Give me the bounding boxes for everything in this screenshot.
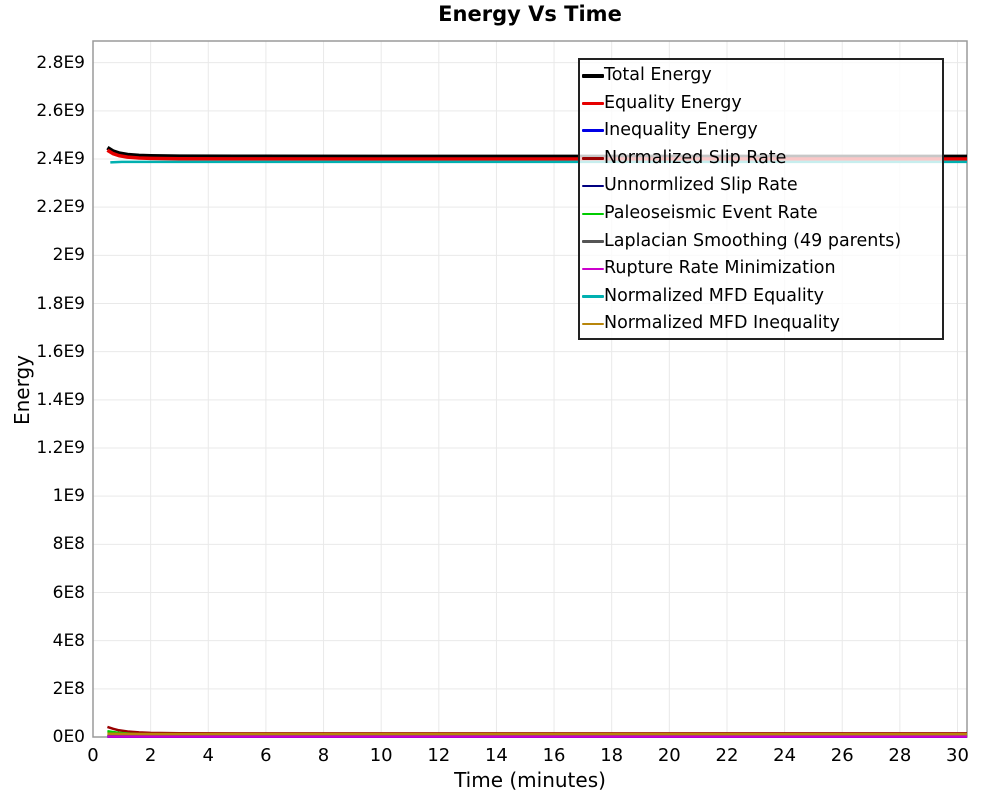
series-line — [107, 725, 967, 735]
legend-swatch — [582, 184, 604, 188]
legend-label: Normalized MFD Inequality — [604, 313, 840, 334]
x-tick-label: 0 — [87, 745, 99, 766]
legend-label: Equality Energy — [604, 92, 742, 113]
y-tick-label: 1.8E9 — [36, 293, 85, 314]
legend-item: Laplacian Smoothing (49 parents) — [582, 228, 942, 256]
legend-label: Rupture Rate Minimization — [604, 258, 836, 279]
y-tick-label: 2.6E9 — [36, 100, 85, 121]
x-tick-label: 28 — [888, 745, 912, 766]
x-tick-label: 4 — [202, 745, 214, 766]
y-tick-label: 1.6E9 — [36, 341, 85, 362]
series-line — [106, 146, 967, 159]
legend-item: Unnormlized Slip Rate — [582, 172, 942, 200]
x-tick-label: 6 — [260, 745, 272, 766]
series-line — [106, 148, 967, 161]
x-tick-label: 26 — [830, 745, 854, 766]
y-tick-label: 1.4E9 — [36, 389, 85, 410]
legend-label: Unnormlized Slip Rate — [604, 175, 798, 196]
x-tick-label: 20 — [657, 745, 681, 766]
x-tick-label: 8 — [317, 745, 330, 766]
legend-swatch — [582, 322, 604, 326]
legend-swatch — [582, 157, 604, 160]
legend-swatch — [582, 267, 604, 271]
legend-swatch — [582, 129, 604, 133]
x-tick-label: 18 — [600, 745, 624, 766]
legend-box: Total Energy Equality Energy Inequality En… — [578, 58, 944, 340]
legend-item: Inequality Energy — [582, 117, 942, 145]
x-tick-label: 14 — [484, 745, 508, 766]
legend-swatch — [582, 73, 604, 78]
x-axis-title: Time (minutes) — [454, 768, 606, 792]
legend-label: Total Energy — [604, 65, 712, 86]
y-tick-label: 1.2E9 — [36, 438, 85, 458]
y-tick-label: 8E8 — [52, 534, 85, 555]
y-tick-label: 2.4E9 — [36, 149, 85, 169]
y-tick-label: 6E8 — [52, 582, 85, 603]
legend-label: Laplacian Smoothing (49 parents) — [604, 230, 902, 251]
legend-label: Normalized MFD Equality — [604, 285, 824, 306]
legend-label: Normalized Slip Rate — [604, 147, 787, 168]
legend-swatch — [582, 101, 604, 106]
legend-item: Normalized MFD Inequality — [582, 310, 942, 338]
legend-swatch — [582, 240, 604, 243]
y-tick-label: 2.2E9 — [36, 197, 85, 218]
x-tick-label: 2 — [144, 745, 157, 766]
legend-swatch — [582, 212, 604, 216]
x-tick-label: 12 — [427, 745, 451, 766]
y-tick-label: 2E8 — [52, 678, 85, 699]
legend-item: Normalized MFD Equality — [582, 283, 942, 311]
chart-title: Energy Vs Time — [438, 2, 622, 26]
x-tick-label: 16 — [542, 745, 566, 766]
legend-item: Total Energy — [582, 62, 942, 90]
legend-label: Paleoseismic Event Rate — [604, 203, 818, 224]
y-tick-label: 2E9 — [52, 245, 85, 266]
legend-item: Equality Energy — [582, 90, 942, 118]
x-tick-label: 22 — [715, 745, 739, 766]
legend-swatch — [582, 295, 604, 298]
x-tick-label: 24 — [773, 745, 797, 766]
y-tick-label: 4E8 — [52, 630, 85, 651]
legend-item: Paleoseismic Event Rate — [582, 200, 942, 228]
y-tick-label: 2.8E9 — [36, 52, 85, 73]
legend-label: Inequality Energy — [604, 120, 758, 141]
legend-item: Rupture Rate Minimization — [582, 255, 942, 283]
y-tick-label: 1E9 — [52, 486, 85, 507]
x-tick-label: 10 — [369, 745, 393, 766]
y-tick-label: 0E0 — [52, 727, 85, 747]
legend-item: Normalized Slip Rate — [582, 145, 942, 173]
x-tick-label: 30 — [946, 745, 969, 766]
